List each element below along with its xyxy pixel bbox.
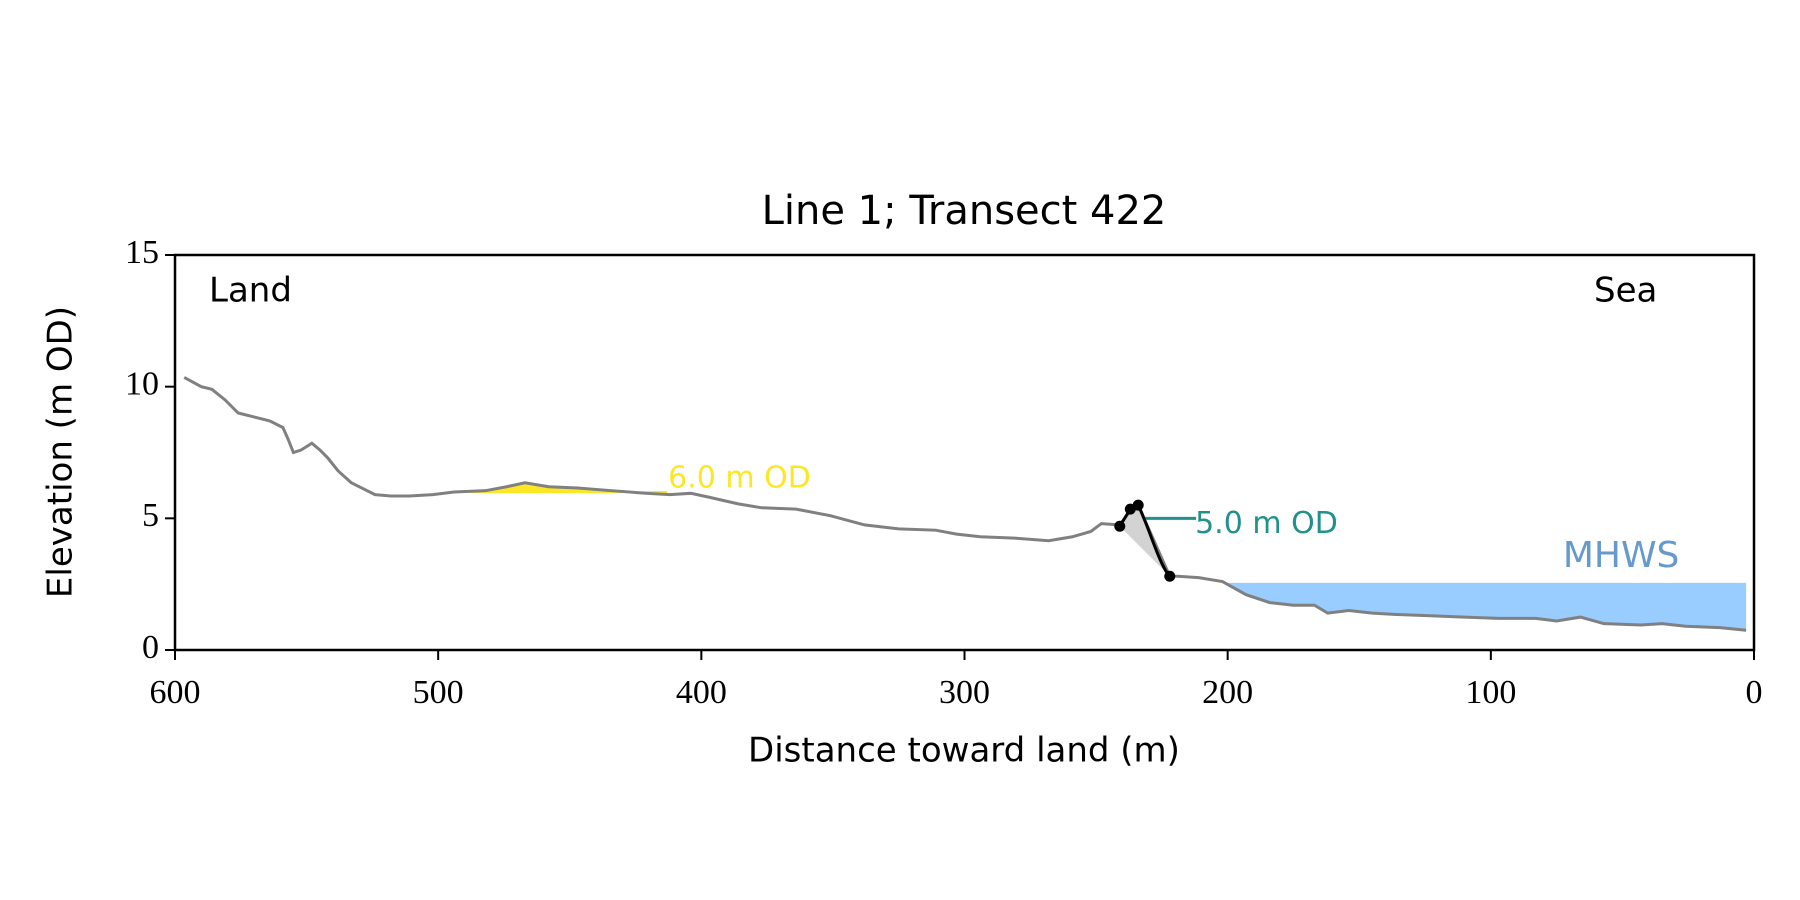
cliff-shade <box>1119 505 1170 577</box>
cliff-point <box>1164 570 1176 582</box>
x-tick-label: 100 <box>1465 674 1516 711</box>
corner-label: Land <box>209 271 292 311</box>
level-label: 6.0 m OD <box>668 461 811 496</box>
level-label: 5.0 m OD <box>1195 506 1338 541</box>
x-tick-label: 600 <box>150 674 201 711</box>
level-fill <box>1227 582 1747 631</box>
x-tick-label: 400 <box>676 674 727 711</box>
y-tick-label: 15 <box>125 234 159 271</box>
y-tick-label: 0 <box>142 629 159 666</box>
x-tick-label: 500 <box>413 674 464 711</box>
corner-label: Sea <box>1594 271 1657 311</box>
chart-title: Line 1; Transect 422 <box>762 188 1167 234</box>
y-tick-label: 5 <box>142 497 159 534</box>
cliff-point <box>1114 520 1126 532</box>
profile-line <box>183 376 1747 632</box>
x-tick-label: 300 <box>939 674 990 711</box>
x-tick-label: 200 <box>1202 674 1253 711</box>
cliff-point <box>1132 499 1144 511</box>
y-axis-label: Elevation (m OD) <box>41 306 81 598</box>
y-tick-label: 10 <box>125 365 159 402</box>
level-label: MHWS <box>1563 535 1680 576</box>
x-tick-label: 0 <box>1746 674 1763 711</box>
x-axis-label: Distance toward land (m) <box>748 731 1180 771</box>
